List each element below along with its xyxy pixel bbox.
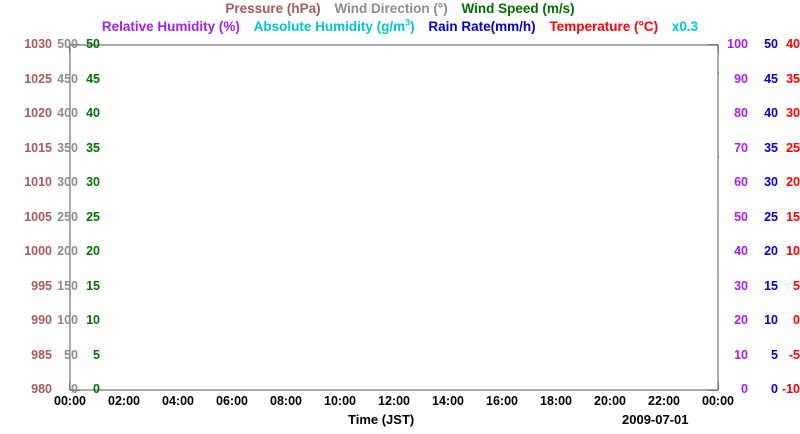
right-axis-relative-humidity-tick: 0: [741, 382, 748, 396]
legend-row-2: Relative Humidity (%) Absolute Humidity …: [0, 17, 800, 34]
right-axis-temperature-tick: 10: [786, 244, 800, 258]
left-axis-pressure-tick: 1025: [24, 71, 52, 86]
right-axis-relative-humidity-tick: 90: [734, 71, 748, 86]
left-axis-wind-direction-tick: 250: [57, 209, 78, 224]
right-axis-rain-rate-tick: 5: [771, 347, 778, 362]
legend-row-1: Pressure (hPa) Wind Direction (°) Wind S…: [0, 1, 800, 16]
left-axis-wind-direction-tick: 0: [71, 382, 78, 396]
left-axis-wind-direction-tick: 200: [57, 244, 78, 258]
right-axis-rain-rate-tick: 40: [764, 106, 778, 120]
left-axis-wind-speed-tick: 10: [86, 313, 100, 327]
left-axis-pressure-tick: 1000: [24, 244, 52, 258]
right-axis-relative-humidity-tick: 30: [734, 278, 748, 293]
right-axis-temperature-tick: 0: [793, 313, 800, 327]
right-axis-rain-rate-tick: 20: [764, 244, 778, 258]
left-axis-wind-direction-tick: 100: [57, 313, 78, 327]
right-axis-relative-humidity-tick: 100: [727, 37, 748, 51]
x-axis-title: Time (JST): [348, 412, 415, 427]
legend-absolute-humidity: Absolute Humidity (g/m3): [253, 17, 415, 34]
legend-absolute-humidity-tail: ): [410, 18, 415, 34]
x-axis-tick-label: 14:00: [432, 394, 464, 408]
left-axis-pressure-tick: 995: [31, 278, 52, 293]
right-axis-relative-humidity-tick: 40: [734, 244, 748, 258]
left-axis-wind-speed-tick: 25: [86, 209, 100, 224]
x-axis-tick-label: 12:00: [378, 394, 410, 408]
left-axis-wind-direction-tick: 400: [57, 106, 78, 120]
left-axis-wind-speed-tick: 40: [86, 106, 100, 120]
legend-wind-speed: Wind Speed (m/s): [461, 1, 575, 16]
right-axis-relative-humidity-tick: 50: [734, 209, 748, 224]
right-axis-temperature-tick: -10: [781, 382, 800, 396]
right-axis-rain-rate-tick: 30: [764, 175, 778, 189]
legend-relative-humidity: Relative Humidity (%): [101, 18, 240, 34]
right-axis-relative-humidity-tick: 60: [734, 175, 748, 189]
legend-rain-rate: Rain Rate(mm/h): [428, 18, 536, 34]
left-axis-pressure-tick: 1015: [24, 140, 52, 155]
legend-scale-factor: x0.3: [671, 18, 699, 34]
left-axis-wind-direction-tick: 500: [57, 37, 78, 51]
left-axis-wind-direction-tick: 150: [57, 278, 78, 293]
right-axis-temperature-tick: -5: [788, 347, 800, 362]
x-axis-tick-label: 18:00: [540, 394, 572, 408]
right-axis-temperature-tick: 40: [786, 37, 800, 51]
left-axis-wind-direction-tick: 450: [57, 71, 78, 86]
right-axis-relative-humidity-tick: 10: [734, 347, 748, 362]
x-axis-tick-label: 20:00: [594, 394, 626, 408]
x-axis-tick-label: 10:00: [324, 394, 356, 408]
right-axis-rain-rate-tick: 10: [764, 313, 778, 327]
left-axis-pressure-tick: 1030: [24, 37, 52, 51]
right-axis-temperature-tick: 30: [786, 106, 800, 120]
left-axis-wind-direction-tick: 350: [57, 140, 78, 155]
x-axis-tick-label: 22:00: [648, 394, 680, 408]
left-axis-wind-speed-tick: 35: [86, 140, 100, 155]
right-axis-rain-rate-tick: 50: [764, 37, 778, 51]
left-axis-wind-speed-tick: 50: [86, 37, 100, 51]
right-axis-temperature-tick: 25: [786, 140, 800, 155]
x-axis-tick-label: 00:00: [702, 394, 734, 408]
right-axis-rain-rate-tick: 25: [764, 209, 778, 224]
left-axis-wind-direction-tick: 50: [64, 347, 78, 362]
plot-frame: [69, 44, 719, 391]
left-axis-wind-speed-tick: 20: [86, 244, 100, 258]
legend-wind-direction: Wind Direction (°): [334, 1, 448, 16]
right-axis-relative-humidity-tick: 70: [734, 140, 748, 155]
x-axis-tick-label: 02:00: [108, 394, 140, 408]
left-axis-pressure-tick: 990: [31, 313, 52, 327]
right-axis-rain-rate-tick: 0: [771, 382, 778, 396]
left-axis-pressure-tick: 985: [31, 347, 52, 362]
x-axis-tick-label: 04:00: [162, 394, 194, 408]
left-axis-wind-speed-tick: 0: [93, 382, 100, 396]
right-axis-relative-humidity-tick: 20: [734, 313, 748, 327]
legend-absolute-humidity-exponent: 3: [405, 17, 411, 27]
x-axis-tick-label: 16:00: [486, 394, 518, 408]
left-axis-wind-direction-tick: 300: [57, 175, 78, 189]
right-axis-rain-rate-tick: 15: [764, 278, 778, 293]
legend-pressure: Pressure (hPa): [225, 1, 321, 16]
chart-legend: Pressure (hPa) Wind Direction (°) Wind S…: [0, 0, 800, 36]
x-axis-date: 2009-07-01: [622, 412, 689, 427]
left-axis-pressure-tick: 1020: [24, 106, 52, 120]
left-axis-wind-speed-tick: 45: [86, 71, 100, 86]
left-axis-pressure-tick: 1010: [24, 175, 52, 189]
right-axis-relative-humidity-tick: 80: [734, 106, 748, 120]
right-axis-temperature-tick: 15: [786, 209, 800, 224]
right-axis-temperature-tick: 35: [786, 71, 800, 86]
x-axis-tick-label: 00:00: [54, 394, 86, 408]
legend-temperature: Temperature (°C): [549, 18, 659, 34]
x-axis-tick-label: 08:00: [270, 394, 302, 408]
left-axis-pressure-tick: 980: [31, 382, 52, 396]
right-axis-rain-rate-tick: 35: [764, 140, 778, 155]
left-axis-pressure-tick: 1005: [24, 209, 52, 224]
right-axis-rain-rate-tick: 45: [764, 71, 778, 86]
left-axis-wind-speed-tick: 15: [86, 278, 100, 293]
left-axis-wind-speed-tick: 5: [93, 347, 100, 362]
legend-absolute-humidity-text: Absolute Humidity (g/m: [253, 18, 406, 34]
right-axis-temperature-tick: 20: [786, 175, 800, 189]
left-axis-wind-speed-tick: 30: [86, 175, 100, 189]
x-axis-tick-label: 06:00: [216, 394, 248, 408]
right-axis-temperature-tick: 5: [793, 278, 800, 293]
